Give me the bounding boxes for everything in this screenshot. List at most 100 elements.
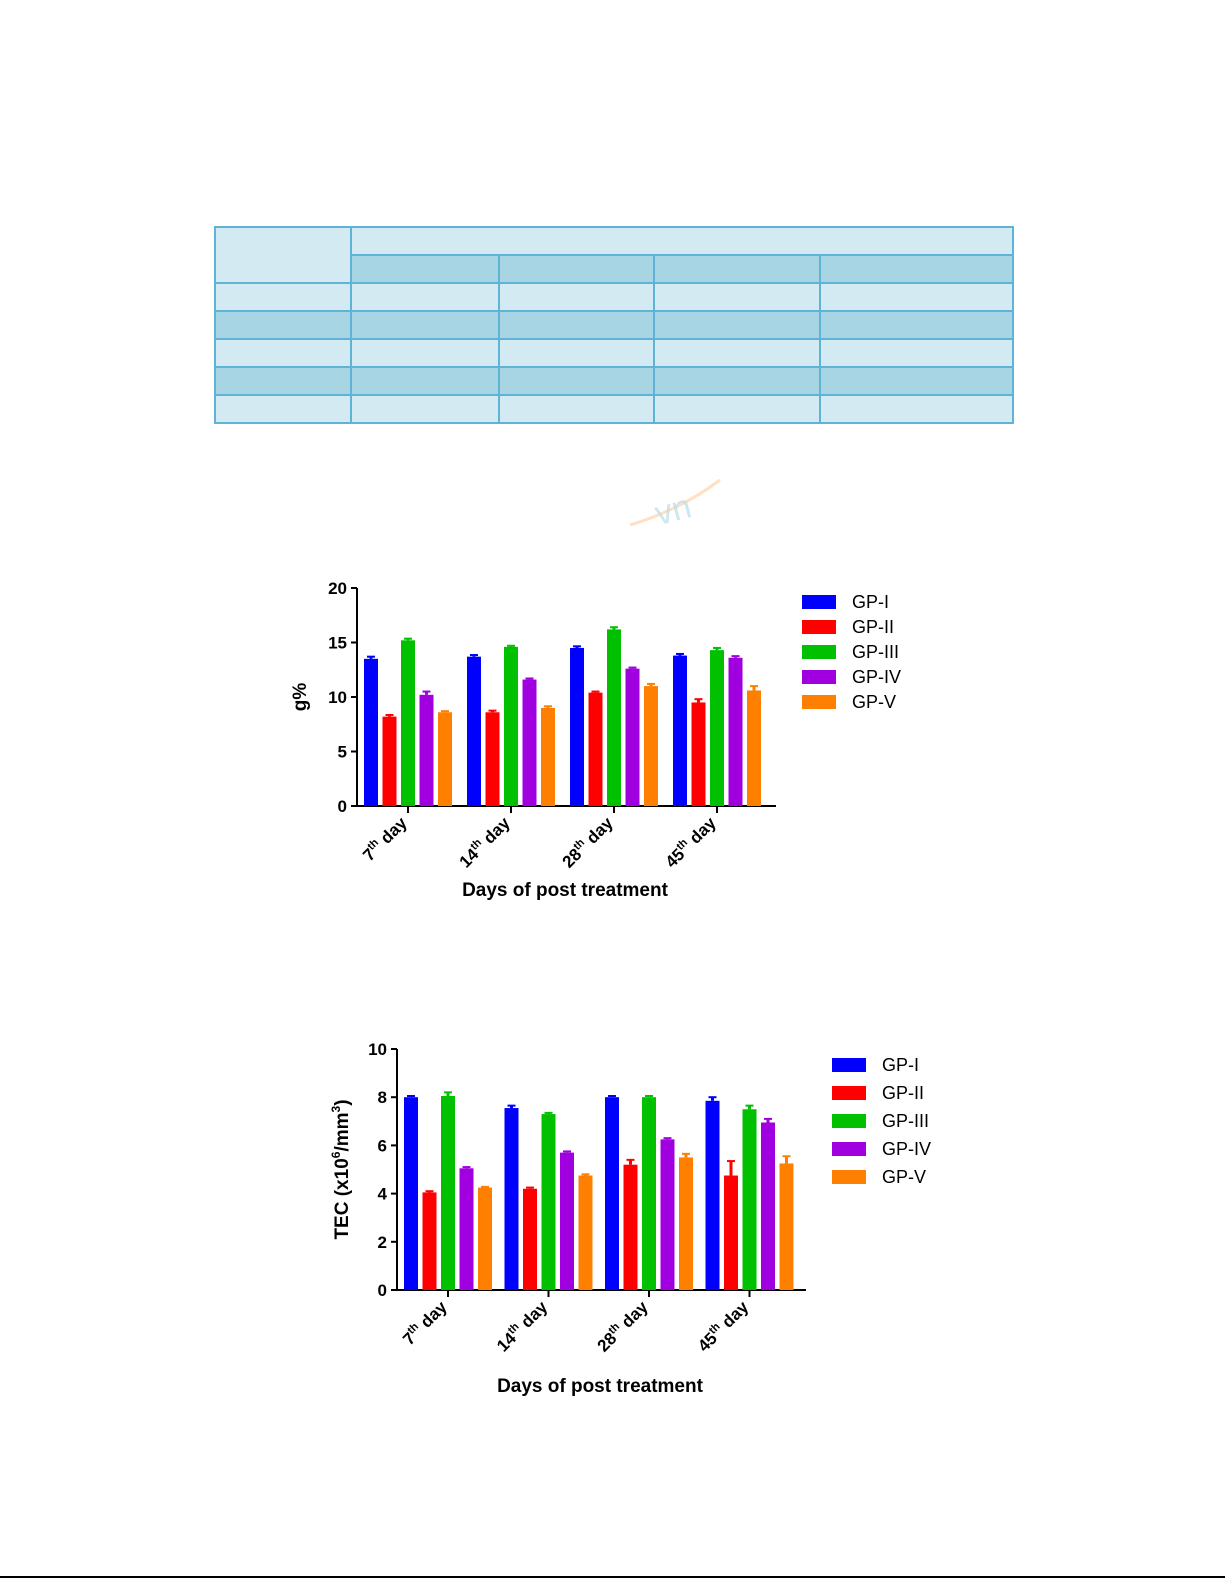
bar-gp-iv-4	[728, 657, 743, 806]
bar-gp-iv-1	[419, 694, 434, 806]
bar-gp-i-3	[605, 1097, 619, 1290]
table-header-cell	[350, 254, 500, 284]
bar-gp-iii-1	[401, 640, 415, 806]
y-tick-label: 5	[338, 743, 347, 762]
table-cell	[214, 310, 352, 340]
table-header-cell	[498, 254, 655, 284]
bar-gp-iv-2	[560, 1152, 574, 1290]
bar-gp-ii-1	[422, 1192, 437, 1290]
legend-label-gp-i: GP-I	[852, 592, 889, 612]
bar-gp-i-4	[673, 655, 687, 806]
legend-swatch-gp-iv	[802, 670, 836, 684]
table-cell	[653, 282, 821, 312]
bar-gp-v-1	[478, 1187, 492, 1290]
bar-gp-v-3	[679, 1157, 693, 1290]
bar-gp-iii-1	[441, 1095, 455, 1290]
y-axis-label: g%	[290, 683, 311, 712]
y-axis-label: TEC (x106/mm3)	[329, 1099, 353, 1239]
y-tick-label: 2	[378, 1233, 387, 1252]
table-row	[214, 310, 1014, 340]
table-row	[214, 366, 1014, 396]
bar-gp-iii-4	[742, 1109, 757, 1290]
legend-label-gp-v: GP-V	[882, 1167, 926, 1187]
legend-label-gp-i: GP-I	[882, 1055, 919, 1075]
table-cell	[819, 338, 1014, 368]
bar-gp-ii-2	[485, 712, 500, 806]
x-axis-label: Days of post treatment	[497, 1376, 704, 1397]
bar-gp-iv-3	[625, 668, 640, 806]
legend-label-gp-iii: GP-III	[852, 642, 899, 662]
table-cell	[214, 282, 352, 312]
table-cell	[350, 282, 500, 312]
table-header-cell	[350, 226, 1014, 256]
table-row	[214, 226, 1014, 284]
table-cell	[498, 394, 655, 424]
bar-gp-iv-2	[522, 679, 537, 806]
bar-gp-i-1	[404, 1097, 418, 1290]
table-cell	[819, 394, 1014, 424]
table-header-cell	[214, 226, 352, 284]
data-table	[214, 226, 1014, 424]
page-bottom-rule	[0, 1576, 1225, 1578]
table-header-cell	[653, 254, 821, 284]
legend-swatch-gp-iii	[832, 1114, 866, 1128]
legend-swatch-gp-v	[802, 695, 836, 709]
bar-gp-v-1	[438, 712, 452, 806]
legend-swatch-gp-iv	[832, 1142, 866, 1156]
data-table-grid	[214, 226, 1014, 424]
y-tick-label: 0	[338, 797, 347, 816]
table-cell	[498, 282, 655, 312]
watermark-logo: vn	[629, 478, 721, 533]
x-tick-label: 45th day	[693, 1296, 752, 1355]
table-cell	[653, 394, 821, 424]
bar-gp-v-4	[779, 1163, 794, 1290]
bar-gp-iv-3	[660, 1139, 675, 1290]
y-tick-label: 10	[368, 1040, 387, 1059]
table-cell	[214, 338, 352, 368]
table-cell	[653, 366, 821, 396]
x-tick-label: 14th day	[492, 1296, 551, 1355]
bar-gp-i-2	[467, 656, 481, 806]
table-row	[214, 394, 1014, 424]
y-tick-label: 8	[378, 1088, 387, 1107]
bar-gp-v-2	[578, 1175, 593, 1290]
table-cell	[819, 310, 1014, 340]
bar-gp-i-4	[705, 1100, 720, 1290]
bar-gp-v-4	[747, 690, 761, 806]
legend-swatch-gp-iii	[802, 645, 836, 659]
table-header-cell	[819, 254, 1014, 284]
legend-label-gp-iv: GP-IV	[852, 667, 901, 687]
x-axis-label: Days of post treatment	[462, 880, 669, 901]
hemoglobin-chart: 0 5 10 15 20 g% 7th day 14th day 28th day 45th da…	[290, 579, 901, 901]
x-tick-label: 28th day	[558, 812, 617, 871]
bar-gp-ii-3	[588, 692, 603, 806]
x-tick-label: 45th day	[661, 812, 720, 871]
legend-label-gp-ii: GP-II	[852, 617, 894, 637]
table-cell	[819, 366, 1014, 396]
bar-gp-iii-3	[607, 629, 621, 806]
y-tick-label: 20	[328, 579, 347, 598]
bar-gp-ii-4	[691, 702, 706, 806]
legend-label-gp-iii: GP-III	[882, 1111, 929, 1131]
bar-gp-iv-4	[761, 1122, 775, 1290]
bar-gp-iv-1	[459, 1168, 474, 1290]
bar-gp-ii-3	[623, 1164, 638, 1290]
table-cell	[653, 338, 821, 368]
y-tick-label: 0	[378, 1281, 387, 1300]
table-row	[215, 254, 1014, 284]
legend-label-gp-ii: GP-II	[882, 1083, 924, 1103]
table-cell	[498, 338, 655, 368]
legend-swatch-gp-i	[832, 1058, 866, 1072]
legend-swatch-gp-v	[832, 1170, 866, 1184]
tec-chart: 0 2 4 6 8 10 TEC (x106/mm3) 7th day 14th day 28th…	[329, 1040, 931, 1397]
x-tick-label: 28th day	[593, 1296, 652, 1355]
legend-label-gp-v: GP-V	[852, 692, 896, 712]
table-cell	[819, 282, 1014, 312]
y-tick-label: 4	[378, 1185, 388, 1204]
bar-gp-iii-4	[710, 650, 724, 806]
bar-gp-ii-1	[382, 716, 397, 806]
bar-gp-ii-4	[724, 1175, 738, 1290]
x-tick-label: 7th day	[399, 1296, 452, 1349]
legend-label-gp-iv: GP-IV	[882, 1139, 931, 1159]
bar-gp-v-2	[541, 707, 555, 806]
